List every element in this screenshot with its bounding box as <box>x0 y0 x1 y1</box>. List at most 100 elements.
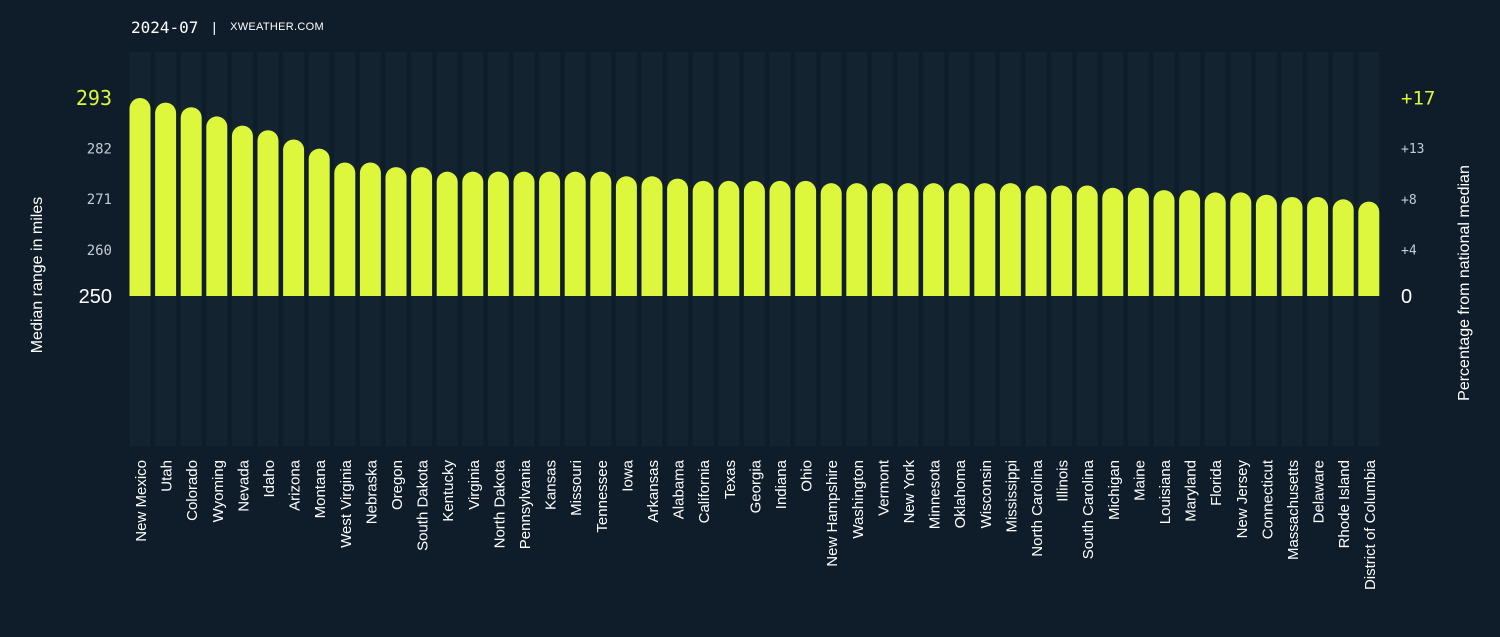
bar-maryland <box>1179 190 1201 296</box>
category-label: Nevada <box>235 459 252 511</box>
category-label: Missouri <box>568 460 585 516</box>
category-label: Oregon <box>389 460 406 510</box>
bar-arkansas <box>641 176 663 296</box>
bar-oregon <box>385 167 407 296</box>
category-label: Illinois <box>1055 460 1072 502</box>
category-label: Pennsylvania <box>517 459 534 549</box>
bar-new-jersey <box>1230 192 1252 296</box>
bar-delaware <box>1307 197 1329 296</box>
bar-ohio <box>795 180 817 296</box>
category-label: Colorado <box>184 460 201 521</box>
bar-connecticut <box>1255 194 1277 296</box>
bar-vermont <box>871 183 893 296</box>
bar-iowa <box>615 176 637 296</box>
category-label: Rhode Island <box>1336 460 1353 548</box>
bar-tennessee <box>590 171 612 296</box>
category-label: South Dakota <box>415 459 432 551</box>
category-label: Massachusetts <box>1285 460 1302 560</box>
bar-new-hampshire <box>820 183 842 296</box>
bar-virginia <box>462 171 484 296</box>
y-axis-title: Median range in miles <box>29 197 46 354</box>
category-label: Virginia <box>466 459 483 509</box>
category-label: Maine <box>1131 460 1148 501</box>
bar-arizona <box>283 139 305 296</box>
category-label: Tennessee <box>594 460 611 533</box>
bar-colorado <box>180 107 202 296</box>
category-labels: New Mexico Utah Colorado Wyoming Nevada Idaho… <box>133 459 1379 590</box>
left-tick-label: 271 <box>87 192 112 208</box>
category-label: Montana <box>312 459 329 518</box>
category-label: Louisiana <box>1157 459 1174 524</box>
bar-indiana <box>769 180 791 296</box>
bar-illinois <box>1051 185 1073 296</box>
category-label: Florida <box>1208 459 1225 506</box>
right-tick-label: +13 <box>1401 142 1424 157</box>
bar-wyoming <box>206 116 228 296</box>
bar-washington <box>846 183 868 296</box>
category-label: Arkansas <box>645 460 662 523</box>
category-label: Minnesota <box>927 459 944 529</box>
category-label: New Mexico <box>133 460 150 542</box>
bar-louisiana <box>1153 190 1175 296</box>
category-label: North Carolina <box>1029 459 1046 556</box>
category-label: North Dakota <box>491 459 508 548</box>
brand-label: XWEATHER.COM <box>230 21 324 33</box>
header-separator: | <box>212 19 217 35</box>
left-axis-ticks: 293 282 271 260 250 <box>76 86 112 308</box>
category-label: Arizona <box>287 459 304 511</box>
category-label: Kansas <box>543 460 560 510</box>
category-label: Oklahoma <box>952 459 969 528</box>
category-label: New York <box>901 460 918 524</box>
date-label: 2024-07 <box>131 17 199 37</box>
category-label: Iowa <box>619 459 636 491</box>
bars <box>129 98 1380 297</box>
right-tick-label: +8 <box>1401 193 1417 208</box>
bar-minnesota <box>923 183 945 296</box>
category-label: Connecticut <box>1259 459 1276 539</box>
bar-oklahoma <box>948 183 970 296</box>
category-label: South Carolina <box>1080 459 1097 559</box>
left-tick-label: 260 <box>87 243 112 259</box>
category-label: New Hampshire <box>824 460 841 567</box>
right-tick-label: +4 <box>1401 244 1417 259</box>
category-label: Idaho <box>261 460 278 498</box>
bar-kansas <box>539 171 561 296</box>
bar-massachusetts <box>1281 197 1303 296</box>
category-label: Utah <box>159 460 176 492</box>
category-label: Wisconsin <box>978 460 995 528</box>
bar-south-dakota <box>411 167 433 296</box>
category-label: Nebraska <box>363 459 380 524</box>
category-label: Vermont <box>875 459 892 516</box>
bar-new-mexico <box>129 98 151 297</box>
category-label: District of Columbia <box>1362 459 1379 590</box>
category-label: Michigan <box>1106 460 1123 520</box>
category-label: New Jersey <box>1234 460 1251 539</box>
category-label: Delaware <box>1311 460 1328 523</box>
bar-south-carolina <box>1076 185 1098 296</box>
bar-utah <box>155 102 177 297</box>
bar-mississippi <box>999 183 1021 296</box>
category-label: West Virginia <box>338 459 355 547</box>
category-label: California <box>696 459 713 523</box>
left-tick-label: 250 <box>79 286 112 308</box>
bar-california <box>692 180 714 296</box>
category-label: Texas <box>722 460 739 499</box>
bar-georgia <box>743 180 765 296</box>
bar-alabama <box>667 178 689 296</box>
category-label: Kentucky <box>440 460 457 522</box>
left-tick-label: 282 <box>87 142 112 158</box>
bar-nevada <box>231 125 253 296</box>
header: 2024-07 | XWEATHER.COM <box>131 16 324 38</box>
category-label: Ohio <box>799 460 816 492</box>
bar-texas <box>718 180 740 296</box>
bar-florida <box>1204 192 1226 296</box>
bar-maine <box>1127 187 1149 296</box>
bar-idaho <box>257 130 279 296</box>
bar-nebraska <box>359 162 381 296</box>
bar-north-dakota <box>487 171 509 296</box>
bar-missouri <box>564 171 586 296</box>
bar-north-carolina <box>1025 185 1047 296</box>
bar-pennsylvania <box>513 171 535 296</box>
